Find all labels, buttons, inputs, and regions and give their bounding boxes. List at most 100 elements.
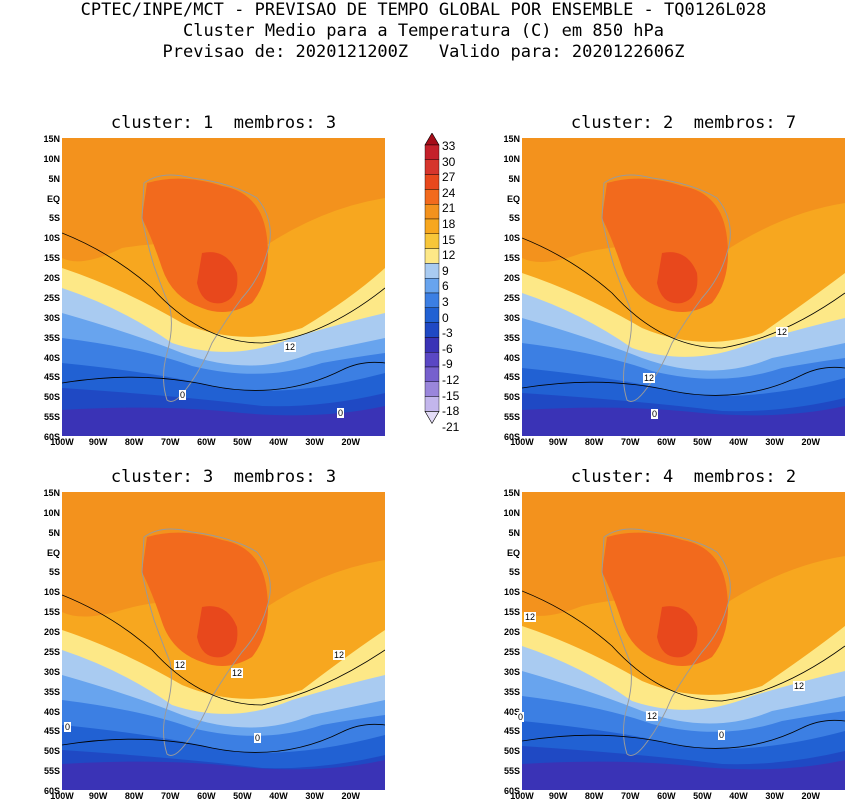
longitude-label: 30W xyxy=(305,437,324,447)
latitude-label: 25S xyxy=(43,646,60,657)
temperature-field xyxy=(522,138,845,436)
longitude-label: 20W xyxy=(801,791,820,801)
latitude-label: 30S xyxy=(503,666,520,677)
latitude-label: 10N xyxy=(503,507,520,518)
latitude-label: 50S xyxy=(43,392,60,403)
latitude-label: 25S xyxy=(503,292,520,303)
band-neg9-neg6 xyxy=(62,406,385,436)
latitude-label: 5S xyxy=(508,567,520,578)
contour-value-label: 0 xyxy=(718,730,726,740)
map-panel-cluster-1 xyxy=(62,138,385,436)
latitude-label: 40S xyxy=(43,706,60,717)
panel-1-title: cluster: 1 membros: 3 xyxy=(110,113,337,133)
colorbar-segment xyxy=(424,159,440,175)
continent-outline xyxy=(141,528,271,756)
latitude-label: 10N xyxy=(503,153,520,164)
contour-value-label: 12 xyxy=(793,681,806,691)
colorbar-segment xyxy=(424,218,440,235)
latitude-label: 5S xyxy=(48,213,60,224)
colorbar-segment xyxy=(424,248,440,264)
longitude-label: 70W xyxy=(621,437,640,447)
latitude-label: 45S xyxy=(43,372,60,383)
longitude-label: 60W xyxy=(197,791,216,801)
header-line-1: CPTEC/INPE/MCT - PREVISAO DE TEMPO GLOBA… xyxy=(80,0,767,20)
latitude-label: 40S xyxy=(503,706,520,717)
latitude-label: 55S xyxy=(43,766,60,777)
latitude-label: 25S xyxy=(503,646,520,657)
longitude-label: 100W xyxy=(50,437,74,447)
contour-0 xyxy=(62,361,385,391)
latitude-label: 5N xyxy=(508,173,520,184)
latitude-label: 10N xyxy=(43,153,60,164)
contour-value-label: 12 xyxy=(284,342,297,352)
continent-outline xyxy=(601,174,731,402)
latitude-label: 60S xyxy=(503,786,520,796)
band-24-27 xyxy=(657,606,698,658)
latitude-label: 35S xyxy=(43,686,60,697)
colorbar-tick-label: 9 xyxy=(442,263,449,278)
longitude-label: 100W xyxy=(510,437,534,447)
contour-value-label: 0 xyxy=(651,409,659,419)
colorbar-tick-label: 21 xyxy=(442,201,456,216)
latitude-label: EQ xyxy=(506,193,520,204)
contour-value-label: 12 xyxy=(646,711,659,721)
colorbar-tick-label: 27 xyxy=(442,170,456,185)
longitude-label: 80W xyxy=(584,791,604,801)
longitude-label: 40W xyxy=(269,437,288,447)
map-panel-cluster-3 xyxy=(62,492,385,790)
colorbar-tick-label: 15 xyxy=(442,232,456,247)
latitude-label: 20S xyxy=(503,273,520,284)
longitude-label: 20W xyxy=(341,791,360,801)
latitude-label: 10S xyxy=(503,587,520,598)
longitude-label: 90W xyxy=(548,791,568,801)
temperature-field xyxy=(62,138,385,436)
continent-outline xyxy=(141,174,271,402)
colorbar-tick-label: 0 xyxy=(442,310,449,325)
map-panel-cluster-2 xyxy=(522,138,845,436)
latitude-label: 50S xyxy=(503,746,520,757)
latitude-label: 15N xyxy=(503,488,520,498)
latitude-label: 15S xyxy=(43,607,60,618)
latitude-label: 45S xyxy=(503,372,520,383)
colorbar-segment xyxy=(424,381,440,397)
temperature-field xyxy=(522,492,845,790)
colorbar-segment xyxy=(424,366,440,383)
latitude-label: 45S xyxy=(503,726,520,737)
latitude-label: 15N xyxy=(43,134,60,144)
colorbar-tick-label: -12 xyxy=(442,373,460,387)
latitude-label: 30S xyxy=(43,666,60,677)
colorbar xyxy=(424,133,440,424)
band-neg9-neg6 xyxy=(522,760,845,790)
contour-value-label: 12 xyxy=(174,660,187,670)
colorbar-tick-label: -18 xyxy=(442,404,460,419)
contour-value-label: 12 xyxy=(333,650,346,660)
longitude-label: 70W xyxy=(161,437,180,447)
colorbar-tick-label: -6 xyxy=(442,341,453,356)
colorbar-tick-label: -21 xyxy=(442,419,460,434)
panel-3-title: cluster: 3 membros: 3 xyxy=(110,467,337,487)
colorbar-tick-label: 12 xyxy=(442,248,456,263)
latitude-label: 50S xyxy=(503,392,520,403)
map-panel-cluster-4 xyxy=(522,492,845,790)
contour-value-label: 12 xyxy=(524,612,537,622)
colorbar-tick-label: 30 xyxy=(442,154,456,169)
longitude-label: 30W xyxy=(305,791,324,801)
longitude-label: 80W xyxy=(124,437,144,447)
latitude-label: 55S xyxy=(503,412,520,423)
latitude-label: 15S xyxy=(43,253,60,264)
latitude-label: 60S xyxy=(43,786,60,796)
latitude-label: 15N xyxy=(503,134,520,144)
latitude-label: 35S xyxy=(503,686,520,697)
colorbar-tick-label: 18 xyxy=(442,217,456,231)
longitude-label: 20W xyxy=(801,437,820,447)
latitude-label: 15S xyxy=(503,253,520,264)
contour-value-label: 0 xyxy=(179,390,187,400)
longitude-label: 90W xyxy=(88,791,108,801)
latitude-label: 55S xyxy=(43,412,60,423)
latitude-label: 5N xyxy=(508,527,520,538)
contour-0 xyxy=(522,366,845,396)
colorbar-tick-label: 6 xyxy=(442,279,449,294)
longitude-label: 50W xyxy=(693,437,712,447)
longitude-label: 70W xyxy=(161,791,180,801)
latitude-label: 10S xyxy=(43,233,60,244)
